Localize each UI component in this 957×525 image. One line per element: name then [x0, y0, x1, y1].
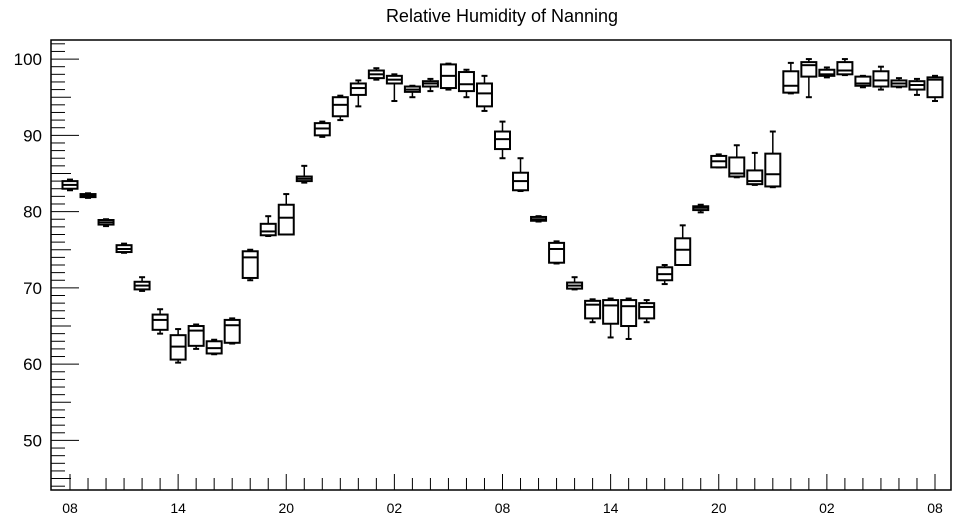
box-iqr	[764, 152, 782, 188]
box-plot-item	[782, 61, 800, 95]
box-iqr	[836, 61, 854, 76]
box-plot-item	[349, 79, 367, 108]
box-plot-item	[385, 73, 403, 103]
box-series	[61, 58, 944, 364]
box-plot-item	[259, 215, 277, 238]
box-plot-item	[97, 218, 115, 228]
box-plot-item	[566, 276, 584, 291]
box-plot-item	[872, 65, 890, 91]
x-tick-label: 20	[711, 500, 727, 516]
box-plot-item	[457, 68, 475, 99]
chart-title: Relative Humidity of Nanning	[386, 6, 618, 26]
box-plot-item	[800, 58, 818, 99]
box-plot-item	[602, 297, 620, 339]
box-plot-item	[169, 328, 187, 364]
y-tick-label: 50	[23, 431, 42, 450]
x-tick-label: 14	[170, 500, 186, 516]
box-iqr	[818, 68, 836, 77]
box-plot-item	[584, 298, 602, 324]
box-iqr	[151, 313, 169, 331]
box-plot-item	[890, 77, 908, 89]
box-plot-item	[151, 308, 169, 335]
box-iqr	[728, 156, 746, 178]
box-iqr	[854, 75, 872, 87]
box-plot-item	[313, 120, 331, 138]
box-iqr	[241, 250, 259, 279]
box-iqr	[457, 71, 475, 93]
y-axis: 50 60 70 80 90 100	[14, 43, 79, 487]
box-plot-item	[656, 264, 674, 286]
box-iqr	[349, 82, 367, 96]
box-iqr	[926, 76, 944, 99]
box-iqr	[584, 299, 602, 320]
x-tick-label: 02	[819, 500, 835, 516]
box-iqr	[259, 222, 277, 237]
box-iqr	[223, 318, 241, 344]
box-plot-item	[241, 248, 259, 282]
box-iqr	[494, 130, 511, 151]
box-iqr	[782, 70, 800, 94]
plot-frame	[50, 39, 952, 491]
box-plot-item	[277, 193, 295, 236]
box-plot-item	[692, 203, 710, 214]
box-plot-item	[854, 74, 872, 89]
box-plot-item	[205, 338, 223, 356]
box-plot-item	[764, 130, 782, 189]
box-plot-item	[674, 224, 692, 266]
box-plot-item	[79, 192, 97, 199]
box-plot-item	[295, 164, 313, 184]
box-plot-item	[818, 66, 836, 79]
box-plot-item	[494, 120, 511, 160]
box-plot-item	[512, 157, 530, 193]
x-tick-label: 14	[603, 500, 619, 516]
box-plot-item	[638, 299, 656, 324]
box-iqr	[602, 299, 620, 325]
box-iqr	[674, 237, 692, 266]
box-iqr	[331, 96, 349, 118]
box-iqr	[620, 299, 638, 328]
box-plot-item	[836, 58, 854, 77]
box-iqr	[475, 82, 493, 108]
box-plot-item	[620, 297, 638, 340]
box-plot-item	[439, 62, 457, 91]
x-tick-label: 08	[495, 500, 511, 516]
box-plot-item	[475, 74, 493, 112]
y-tick-label: 100	[14, 50, 42, 69]
box-plot-item	[61, 178, 79, 192]
box-plot-item	[926, 74, 944, 103]
y-tick-label: 80	[23, 203, 42, 222]
x-tick-label: 08	[927, 500, 943, 516]
y-tick-label: 60	[23, 355, 42, 374]
x-tick-label: 20	[278, 500, 294, 516]
box-iqr	[638, 302, 656, 320]
box-plot-item	[728, 144, 746, 179]
box-plot-item	[115, 242, 133, 254]
box-plot-item	[530, 215, 548, 223]
x-axis: 08 14 20 02 08 14 20 02 08	[62, 474, 943, 516]
box-plot-item	[223, 317, 241, 345]
box-plot-item	[331, 94, 349, 122]
box-plot-item	[908, 77, 926, 96]
x-tick-label: 08	[62, 500, 78, 516]
y-tick-label: 70	[23, 279, 42, 298]
plot-border	[50, 39, 952, 491]
box-plot-item	[367, 67, 385, 81]
box-iqr	[187, 325, 205, 347]
box-plot-item	[746, 151, 764, 186]
box-plot-item	[421, 77, 439, 93]
box-plot-item	[133, 276, 151, 292]
box-iqr	[548, 241, 566, 264]
y-tick-label: 90	[23, 126, 42, 145]
box-plot-item	[403, 84, 421, 99]
box-iqr	[277, 203, 295, 236]
box-plot-item	[710, 153, 728, 169]
box-plot-item	[548, 240, 566, 265]
box-iqr	[872, 70, 890, 88]
x-tick-label: 02	[387, 500, 403, 516]
box-plot-item	[187, 323, 205, 350]
